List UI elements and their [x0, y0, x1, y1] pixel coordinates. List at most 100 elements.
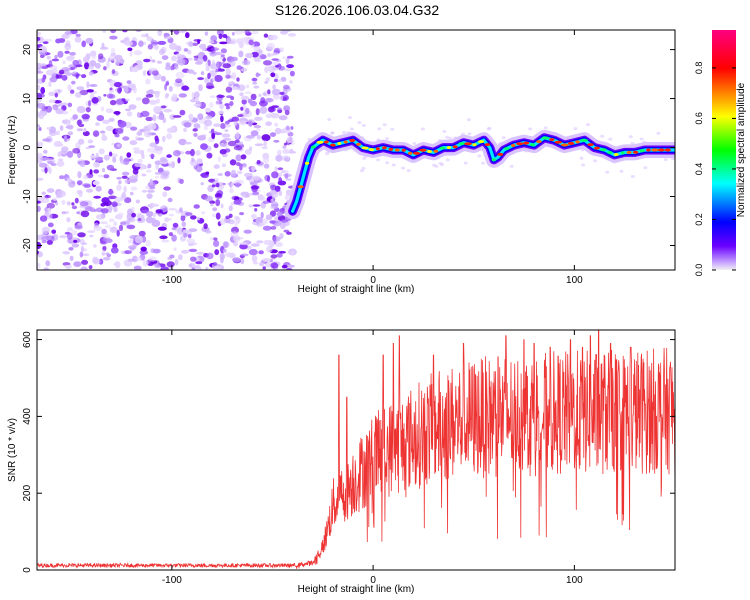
spectral-noise-blob — [48, 99, 56, 103]
spectral-noise-blob — [132, 255, 138, 263]
spectral-noise-blob — [159, 171, 167, 176]
spectral-noise-blob — [265, 214, 273, 221]
spectrogram-x-ticks: -100 0 100 — [162, 30, 583, 286]
spectral-noise-blob — [46, 188, 55, 194]
spectral-halo-blob — [391, 163, 396, 167]
spectral-noise-blob — [57, 143, 64, 147]
spectral-noise-blob — [151, 69, 159, 76]
ridge-peak-spot — [560, 143, 569, 147]
spectral-halo-blob — [412, 142, 417, 145]
spectral-noise-blob — [41, 236, 50, 241]
spectral-noise-blob — [64, 264, 72, 269]
spectral-noise-blob — [43, 38, 53, 42]
spectral-noise-blob — [134, 236, 143, 244]
ridge-peak-spot — [575, 140, 580, 144]
spectral-noise-blob — [66, 232, 73, 240]
spectral-noise-blob — [67, 102, 73, 108]
spectral-noise-blob — [190, 148, 195, 157]
spectral-noise-blob — [209, 200, 216, 204]
spectral-noise-blob — [172, 115, 182, 118]
y-tick-label: -10 — [22, 189, 33, 204]
ridge-peak-spot — [664, 148, 671, 152]
spectral-noise-blob — [262, 156, 270, 164]
spectral-noise-blob — [66, 217, 71, 223]
spectral-noise-blob — [71, 243, 80, 248]
ridge-peak-spot — [587, 143, 594, 147]
spectral-noise-blob — [123, 185, 127, 193]
spectral-noise-blob — [282, 56, 286, 60]
spectral-noise-blob — [177, 157, 181, 164]
spectral-noise-blob — [37, 31, 42, 36]
spectral-noise-blob — [37, 158, 42, 164]
spectral-halo-blob — [376, 158, 381, 162]
spectral-noise-blob — [282, 145, 287, 149]
spectral-noise-blob — [251, 77, 258, 82]
spectral-noise-blob — [141, 97, 150, 105]
ridge-peak-spot — [407, 151, 413, 155]
spectral-noise-blob — [230, 56, 238, 62]
spectral-noise-blob — [283, 173, 292, 178]
spectral-noise-blob — [147, 263, 154, 266]
spectral-noise-blob — [124, 40, 133, 47]
spectral-noise-blob — [267, 106, 275, 113]
spectral-halo-blob — [643, 166, 648, 170]
spectral-halo-blob — [325, 152, 329, 156]
spectral-noise-blob — [238, 50, 244, 58]
ridge-peak-spot — [356, 142, 362, 146]
spectral-noise-blob — [240, 67, 248, 72]
spectral-halo-blob — [467, 132, 472, 136]
spectral-noise-blob — [154, 175, 160, 179]
spectral-noise-blob — [271, 171, 279, 179]
spectral-noise-blob — [266, 42, 275, 51]
ridge-peak-spot — [511, 144, 516, 147]
spectral-noise-blob — [200, 182, 204, 186]
spectral-noise-blob — [225, 86, 233, 93]
ridge-peak-spot — [620, 151, 625, 155]
spectral-noise-blob — [130, 191, 134, 196]
spectral-noise-blob — [124, 250, 132, 255]
spectral-noise-blob — [103, 154, 110, 161]
spectral-noise-blob — [48, 91, 56, 97]
spectral-noise-blob — [175, 45, 182, 52]
spectral-noise-blob — [248, 204, 254, 208]
spectral-noise-blob — [146, 36, 153, 42]
spectral-noise-blob — [171, 234, 177, 242]
spectral-noise-blob — [188, 41, 194, 48]
spectral-noise-blob — [179, 109, 186, 116]
spectral-noise-blob — [149, 203, 153, 210]
spectral-noise-blob — [51, 58, 60, 62]
spectral-noise-blob — [278, 115, 288, 121]
spectral-noise-blob — [126, 152, 132, 158]
spectral-noise-blob — [276, 253, 283, 258]
spectral-noise-blob — [127, 239, 135, 244]
spectral-noise-blob — [285, 125, 290, 131]
spectral-noise-blob — [66, 150, 74, 158]
spectral-noise-blob — [173, 30, 180, 35]
spectral-noise-blob — [183, 232, 188, 238]
spectral-noise-blob — [270, 254, 278, 259]
spectral-noise-blob — [109, 35, 118, 40]
spectral-noise-blob — [101, 42, 105, 48]
spectral-noise-blob — [222, 63, 231, 69]
ridge-peak-spot — [626, 150, 632, 154]
colorbar-ticks: 0.0 0.2 0.4 0.6 0.8 — [694, 62, 736, 276]
spectral-halo-blob — [579, 156, 584, 160]
spectral-noise-blob — [270, 132, 276, 138]
spectral-noise-blob — [214, 193, 222, 198]
spectral-noise-blob — [140, 34, 147, 38]
spectral-noise-blob — [78, 138, 85, 145]
spectral-noise-blob — [282, 149, 290, 154]
spectral-noise-blob — [235, 216, 241, 224]
spectrogram-y-ticks: -20 -10 0 10 20 — [22, 44, 675, 253]
spectral-noise-blob — [229, 101, 234, 106]
spectral-noise-blob — [231, 38, 237, 45]
spectral-noise-blob — [203, 125, 209, 131]
spectral-noise-blob — [211, 184, 216, 188]
ridge-peak-spot — [419, 148, 427, 152]
spectral-noise-blob — [230, 169, 237, 177]
spectral-noise-blob — [102, 30, 107, 33]
spectral-noise-blob — [132, 168, 139, 175]
spectral-noise-blob — [263, 239, 273, 246]
spectral-noise-blob — [129, 140, 138, 146]
spectral-noise-blob — [154, 135, 159, 142]
